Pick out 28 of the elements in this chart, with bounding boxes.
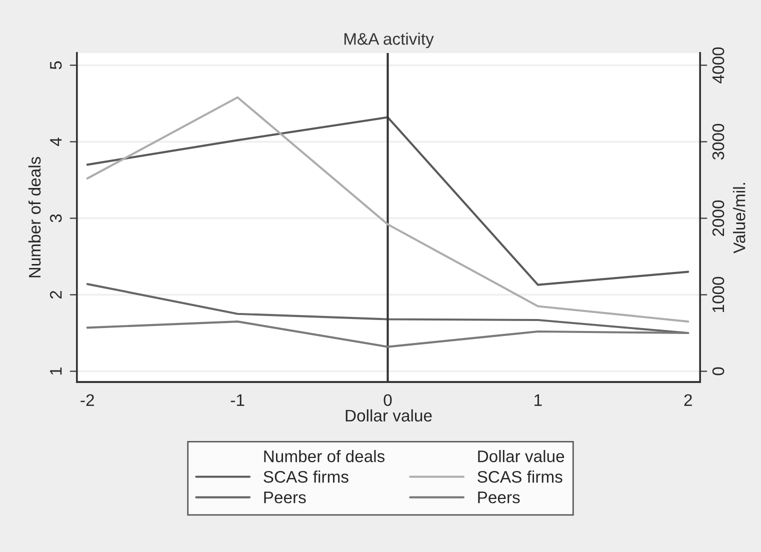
legend-label: Peers — [264, 492, 306, 504]
legend-label: SCAS firms — [264, 470, 348, 483]
y2-tick-label: 2000 — [712, 200, 724, 236]
line-series — [86, 320, 690, 348]
legend-label: Peers — [478, 492, 520, 504]
x-tick-label: 2 — [684, 394, 692, 406]
y2-tick-label: 0 — [712, 367, 724, 376]
y-axis-title: Number of deals — [28, 156, 41, 278]
chart-title: M&A activity — [344, 32, 434, 48]
y2-tick-label: 1000 — [712, 276, 724, 312]
y2-tick-label: 4000 — [712, 47, 724, 84]
line-series — [86, 116, 690, 286]
x-tick-label: -1 — [230, 394, 244, 406]
y2-tick-label: 3000 — [712, 124, 724, 160]
line-series — [86, 96, 690, 323]
y-tick-label: 4 — [50, 138, 62, 146]
y-tick-label: 3 — [50, 214, 62, 222]
y-tick-label: 2 — [50, 290, 62, 299]
x-tick-label: -2 — [80, 394, 94, 406]
y2-axis-title: Value/mil. — [733, 183, 746, 254]
x-axis-title: Dollar value — [346, 409, 432, 422]
text: Number of deals — [264, 450, 385, 462]
y-tick-label: 1 — [50, 367, 62, 375]
legend-label: SCAS firms — [478, 470, 562, 483]
x-tick-label: 1 — [534, 394, 542, 406]
x-tick-label: 0 — [384, 394, 392, 406]
y-tick-label: 5 — [50, 61, 62, 70]
text: Dollar value — [478, 450, 564, 462]
